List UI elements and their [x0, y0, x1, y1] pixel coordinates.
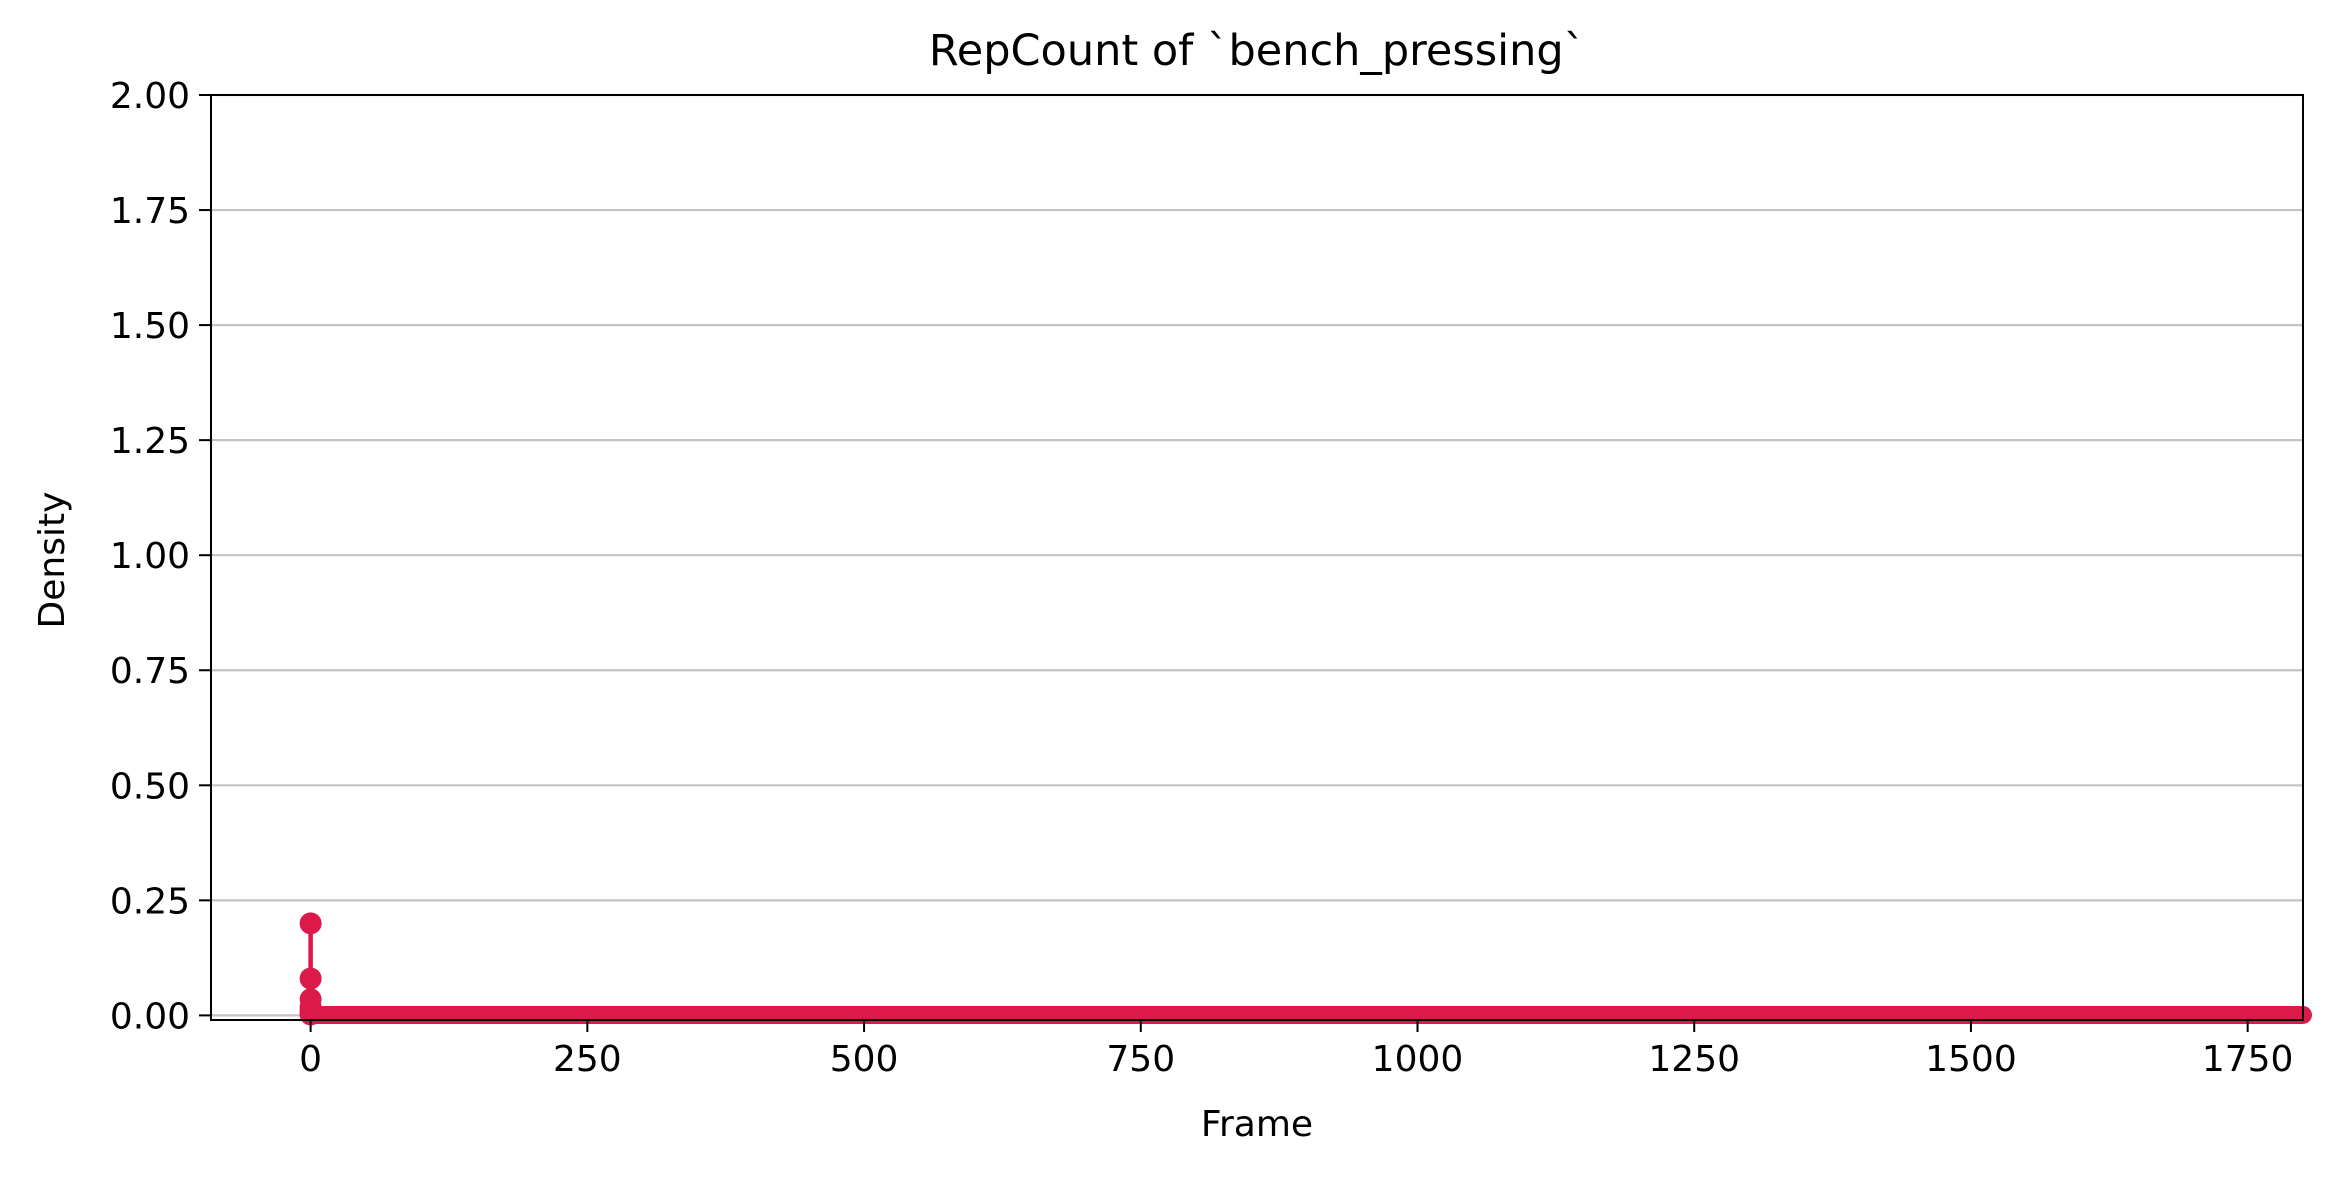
y-tick-label-5: 1.25: [110, 421, 190, 462]
y-tick-label-4: 1.00: [110, 536, 190, 577]
x-tick-label-4: 1000: [1372, 1039, 1464, 1080]
x-axis-label: Frame: [1201, 1104, 1313, 1145]
x-tick-label-1: 250: [553, 1039, 622, 1080]
x-axis-ticks: 0 250 500 750 1000 1250 1500 1750: [299, 1020, 2293, 1080]
y-tick-label-8: 2.00: [110, 76, 190, 117]
series-0-point-0: [299, 912, 322, 935]
data-series: [299, 912, 2312, 1026]
y-tick-label-2: 0.50: [110, 766, 190, 807]
series-0-point-1: [299, 967, 322, 990]
y-tick-label-3: 0.75: [110, 651, 190, 692]
x-tick-label-5: 1250: [1648, 1039, 1740, 1080]
x-tick-label-7: 1750: [2202, 1039, 2294, 1080]
y-axis-label: Density: [32, 492, 73, 629]
y-axis-ticks: 0.00 0.25 0.50 0.75 1.00 1.25 1.50 1.75 2.00: [110, 76, 211, 1037]
y-tick-label-1: 0.25: [110, 881, 190, 922]
chart-title: RepCount of `bench_pressing`: [929, 26, 1585, 76]
x-tick-label-6: 1500: [1925, 1039, 2017, 1080]
x-tick-label-2: 500: [830, 1039, 899, 1080]
y-tick-label-6: 1.50: [110, 306, 190, 347]
y-tick-label-0: 0.00: [110, 996, 190, 1037]
x-tick-label-3: 750: [1106, 1039, 1175, 1080]
axes-frame: [210, 94, 2304, 1021]
x-tick-label-0: 0: [299, 1039, 322, 1080]
y-tick-label-7: 1.75: [110, 191, 190, 232]
